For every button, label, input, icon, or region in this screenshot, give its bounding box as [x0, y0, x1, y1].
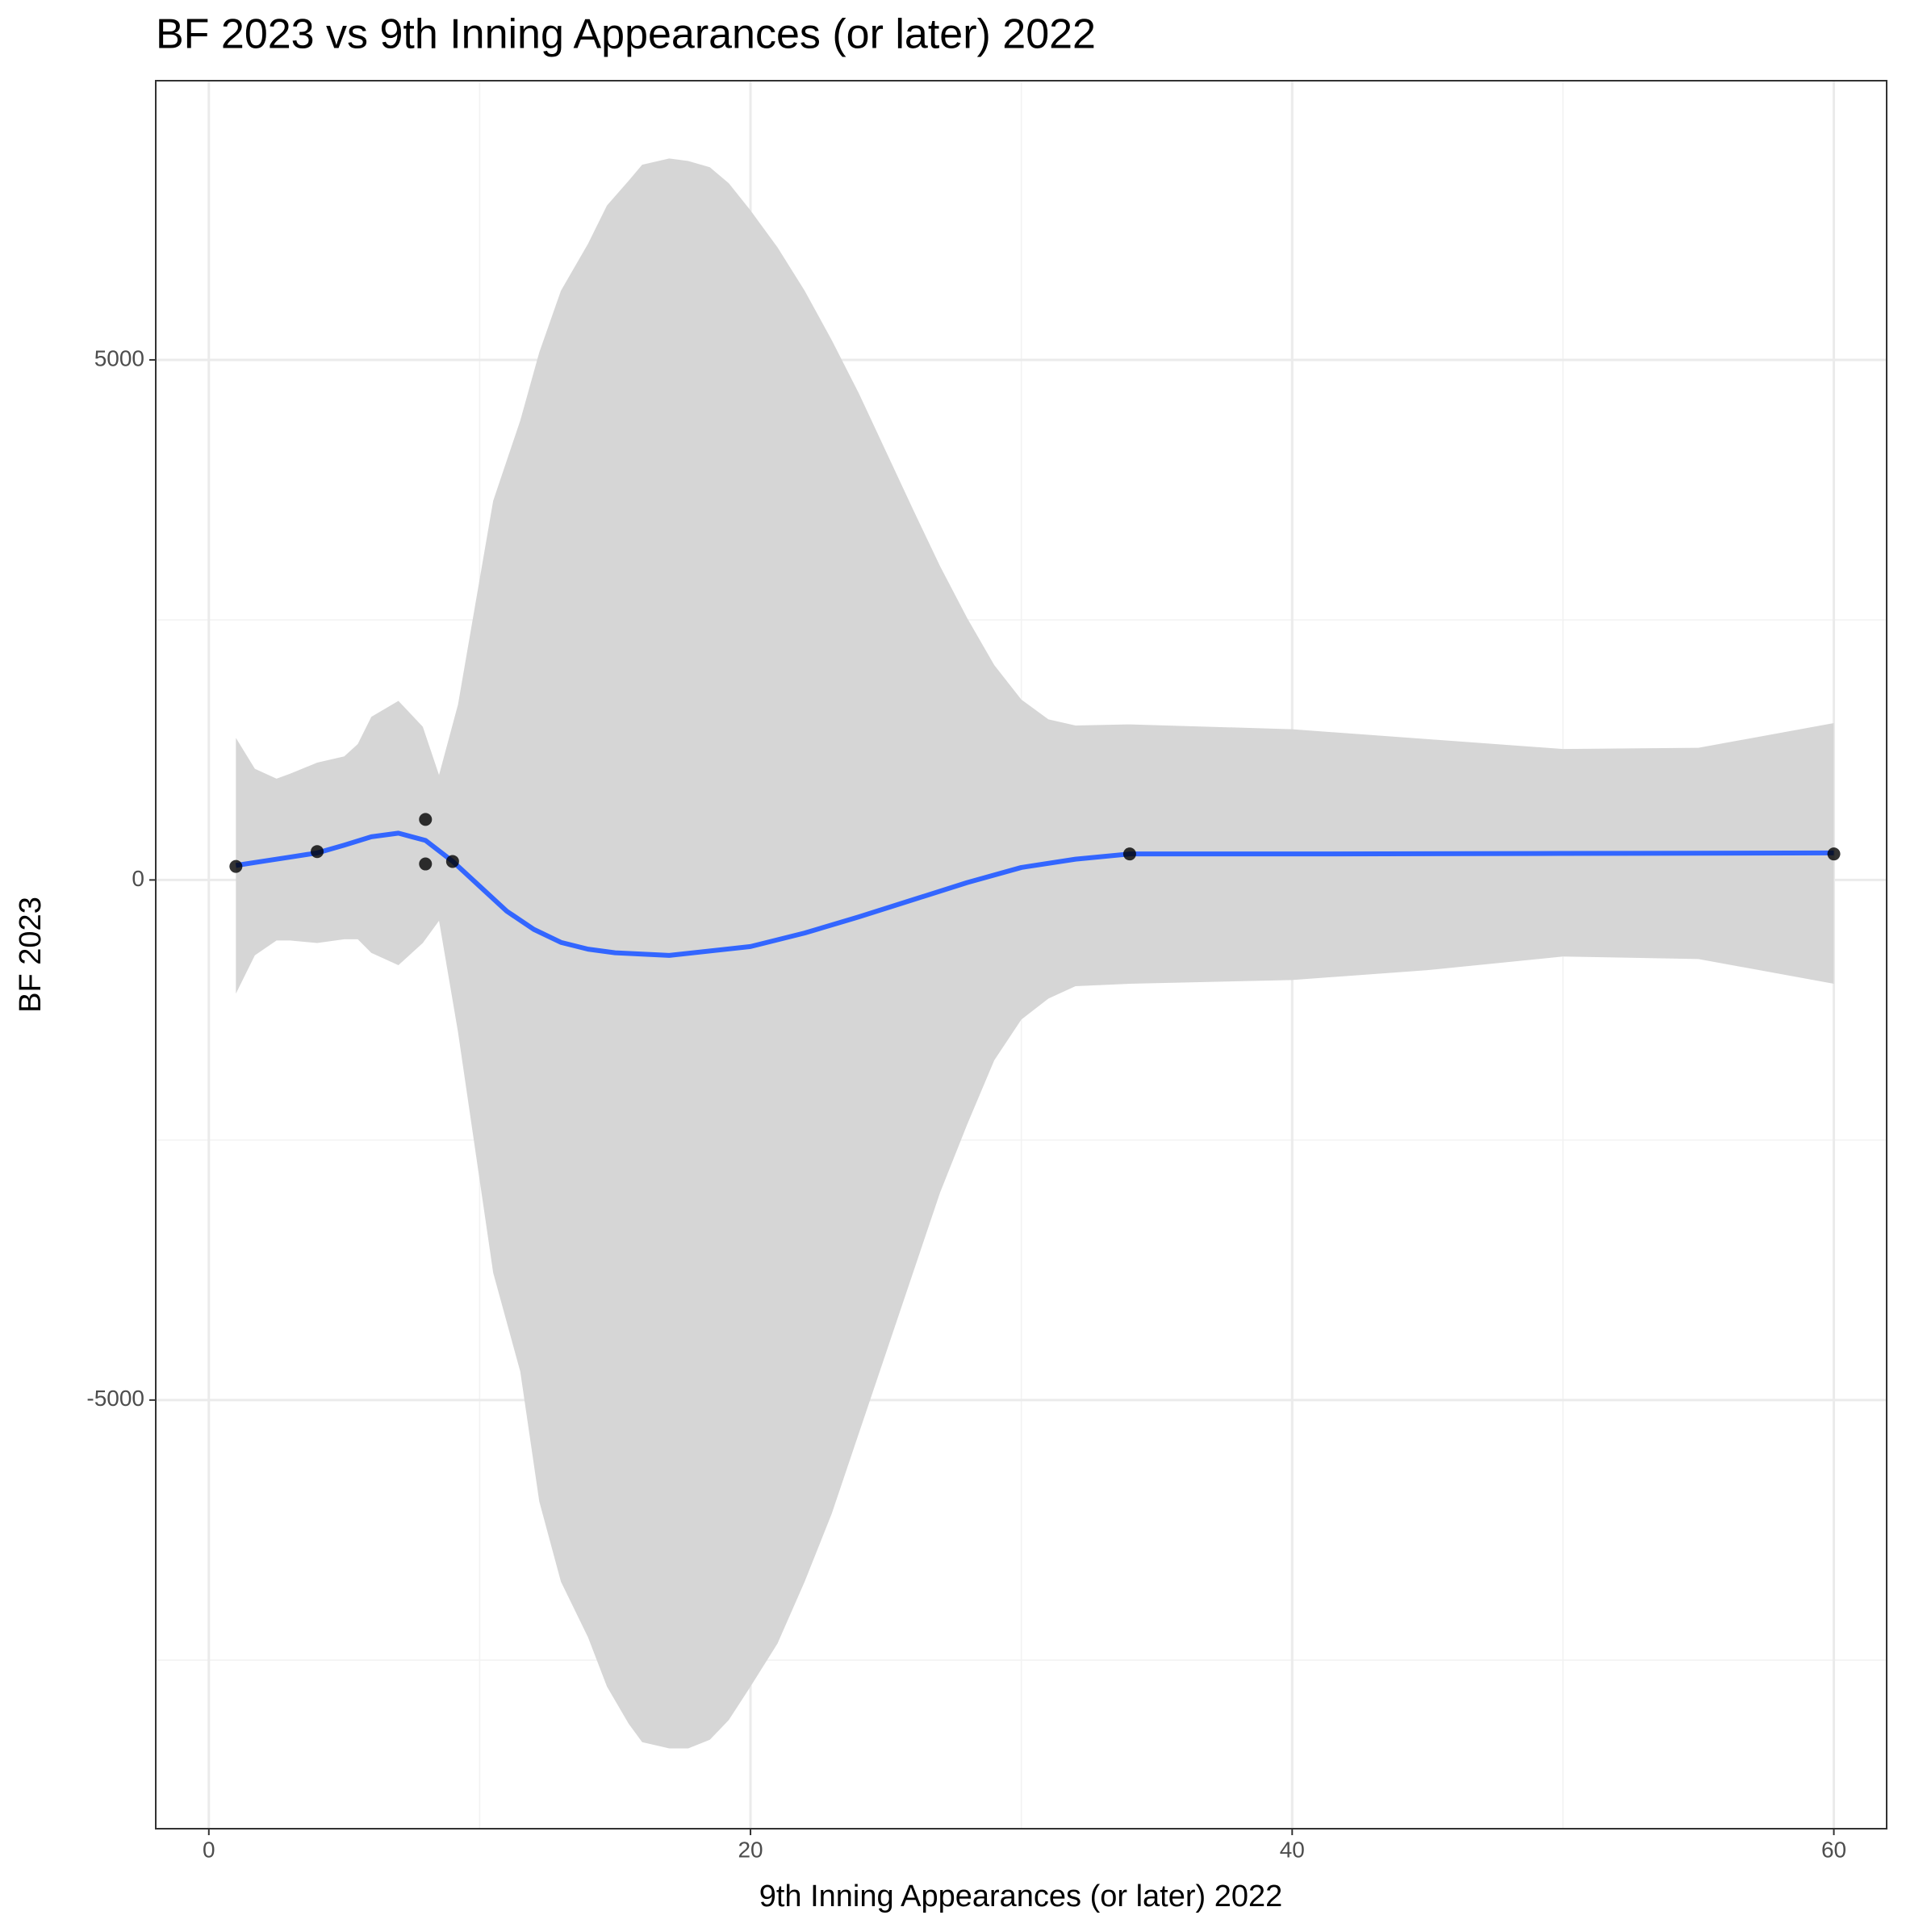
x-tick-label: 20: [738, 1837, 763, 1862]
x-tick-label: 60: [1821, 1837, 1846, 1862]
y-axis-title: BF 2023: [14, 897, 48, 1013]
y-tick-label: 5000: [94, 345, 144, 370]
point: [229, 859, 243, 873]
point: [419, 857, 433, 871]
panel-border: [155, 80, 1887, 1830]
point: [1827, 847, 1841, 861]
point: [445, 855, 459, 868]
y-tick-label: -5000: [86, 1386, 144, 1411]
point: [419, 813, 433, 826]
x-tick-label: 0: [203, 1837, 215, 1862]
point: [1122, 847, 1136, 861]
smooth-line: [235, 830, 1834, 958]
point: [311, 845, 324, 859]
chart-title: BF 2023 vs 9th Inning Appearances (or la…: [156, 11, 1096, 58]
x-tick-label: 40: [1280, 1837, 1305, 1862]
x-axis-title: 9th Inning Appearances (or later) 2022: [759, 1880, 1283, 1913]
confidence-band: [236, 158, 1834, 1749]
y-tick-label: 0: [132, 866, 144, 891]
